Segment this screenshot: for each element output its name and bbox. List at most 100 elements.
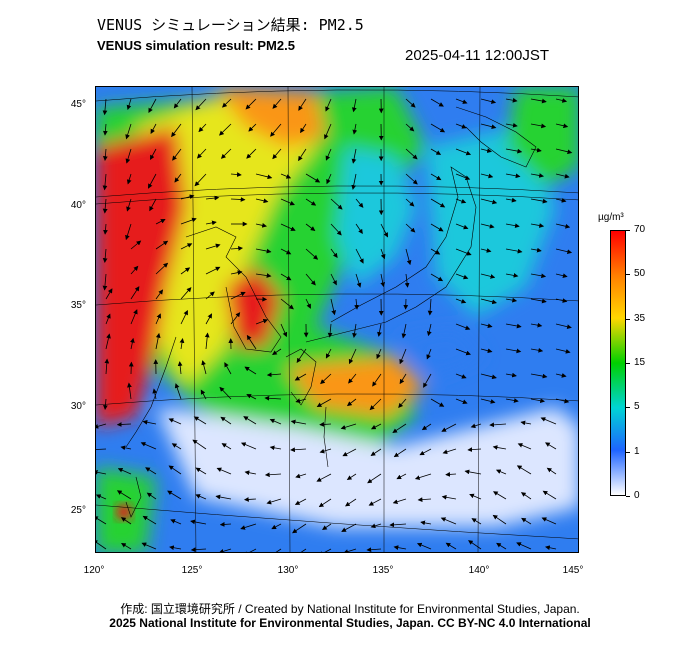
wind-arrow [392,423,407,434]
wind-arrow [520,492,532,500]
wind-arrow [280,223,296,231]
wind-arrow [219,123,232,136]
wind-arrow [351,98,357,113]
wind-arrow [555,373,567,378]
wind-arrow [480,173,494,179]
wind-arrow [244,470,257,476]
wind-arrow [489,422,507,428]
wind-arrow [471,518,482,525]
wind-arrow [495,469,507,475]
wind-arrow [455,323,471,331]
wind-arrow [441,494,457,500]
wind-arrow [205,195,220,201]
wind-arrow [240,442,257,450]
wind-arrow [266,498,282,505]
timestamp: 2025-04-11 12:00JST [405,47,549,64]
wind-arrow [505,273,519,278]
wind-arrow [148,98,157,114]
wind-arrow [430,148,442,155]
wind-arrow [230,312,241,325]
wind-arrow [505,97,518,103]
wind-arrow [269,548,282,552]
wind-arrow [367,473,382,484]
wind-arrow [405,173,418,185]
colorbar-label: 50 [634,268,646,280]
colorbar-tick [626,230,630,231]
colorbar-tick [626,363,630,364]
wind-arrow [366,547,382,552]
colorbar-label: 35 [634,312,646,324]
wind-arrow [427,298,433,316]
wind-arrow [355,273,362,288]
wind-arrow [496,542,507,550]
wind-arrow [292,523,307,534]
wind-arrow [530,223,545,228]
wind-arrow [325,348,332,359]
wind-arrow [521,517,532,525]
wind-arrow [168,418,182,425]
lon-label-140: 140° [468,565,490,576]
wind-arrow [455,398,468,405]
wind-arrow [541,517,557,525]
wind-arrow [346,398,357,407]
wind-arrow [300,123,307,134]
wind-arrow [255,223,267,228]
pm25-map[interactable] [95,86,579,553]
wind-arrow [179,338,185,350]
wind-arrow [172,148,182,161]
wind-arrow [414,473,432,480]
wind-arrow [220,416,232,425]
wind-arrow [195,467,207,475]
wind-arrow [246,334,257,350]
wind-arrow [255,198,269,204]
wind-arrow [327,323,333,338]
wind-arrow [204,332,210,350]
wind-arrow [480,248,492,253]
wind-arrow [345,498,357,507]
wind-arrow [555,248,573,255]
wind-arrow [380,248,386,260]
wind-arrow [416,542,432,550]
wind-arrow [171,443,182,450]
wind-arrow [96,539,107,550]
wind-arrow [195,98,207,111]
wind-arrow [398,398,407,409]
wind-arrow [102,148,108,161]
wind-arrow [351,148,357,164]
wind-arrow [505,197,517,203]
wind-arrow [230,291,246,300]
wind-arrow [399,373,407,385]
wind-arrow [405,123,415,132]
lat-label-45: 45° [70,99,86,110]
wind-arrow [441,423,457,432]
wind-arrow [455,273,469,280]
lat-label-40: 40° [70,200,86,211]
wind-arrow [455,373,467,379]
colorbar-tick [626,274,630,276]
wind-arrow [405,198,415,207]
wind-arrow [150,148,157,161]
wind-arrow [169,545,182,551]
wind-arrow [467,447,482,453]
wind-arrow [405,223,416,233]
wind-arrow [341,523,357,532]
wind-arrow [480,148,492,153]
wind-arrow [240,523,257,530]
wind-arrow [230,197,246,202]
wind-arrow [155,313,161,325]
wind-arrow [440,517,457,525]
wind-arrow [330,273,337,286]
wind-arrow [152,388,158,400]
wind-arrow [269,445,282,451]
wind-arrow [205,220,217,226]
wind-arrow [104,358,110,375]
wind-arrow [180,309,188,325]
wind-arrow [255,318,269,325]
wind-arrow [305,273,316,286]
wind-arrow [480,223,495,229]
wind-arrow [168,465,182,475]
wind-arrow [380,223,388,238]
wind-arrow [320,373,332,385]
wind-arrow [455,123,467,129]
wind-arrow [330,223,342,236]
